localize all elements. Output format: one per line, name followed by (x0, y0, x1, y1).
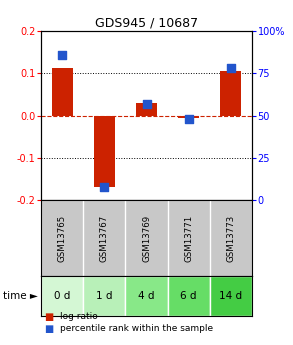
Text: GSM13767: GSM13767 (100, 215, 109, 262)
Point (102, 184, 107, 189)
Text: percentile rank within the sample: percentile rank within the sample (60, 324, 213, 333)
Bar (125, 276, 168, 316)
Text: GSM13765: GSM13765 (58, 215, 67, 262)
Bar (220, 71, 241, 116)
Text: ■: ■ (44, 324, 53, 334)
Text: time ►: time ► (3, 291, 38, 301)
Bar (41, 276, 83, 316)
Text: log ratio: log ratio (60, 312, 98, 321)
Text: ■: ■ (44, 312, 53, 322)
Bar (178, 116, 199, 118)
Text: GSM13769: GSM13769 (142, 215, 151, 262)
Point (186, 116, 191, 122)
Text: 1 d: 1 d (96, 291, 113, 301)
Bar (136, 103, 157, 116)
Text: 14 d: 14 d (219, 291, 242, 301)
Title: GDS945 / 10687: GDS945 / 10687 (95, 17, 198, 30)
Text: 6 d: 6 d (180, 291, 197, 301)
Point (229, 66, 233, 71)
Bar (83, 276, 125, 316)
Point (60, 52, 64, 58)
Bar (168, 276, 210, 316)
Point (144, 101, 149, 107)
Text: GSM13773: GSM13773 (226, 215, 235, 262)
Text: GSM13771: GSM13771 (184, 215, 193, 262)
Text: 4 d: 4 d (138, 291, 155, 301)
Bar (52, 68, 73, 116)
Bar (210, 276, 252, 316)
Bar (94, 116, 115, 187)
Text: 0 d: 0 d (54, 291, 70, 301)
